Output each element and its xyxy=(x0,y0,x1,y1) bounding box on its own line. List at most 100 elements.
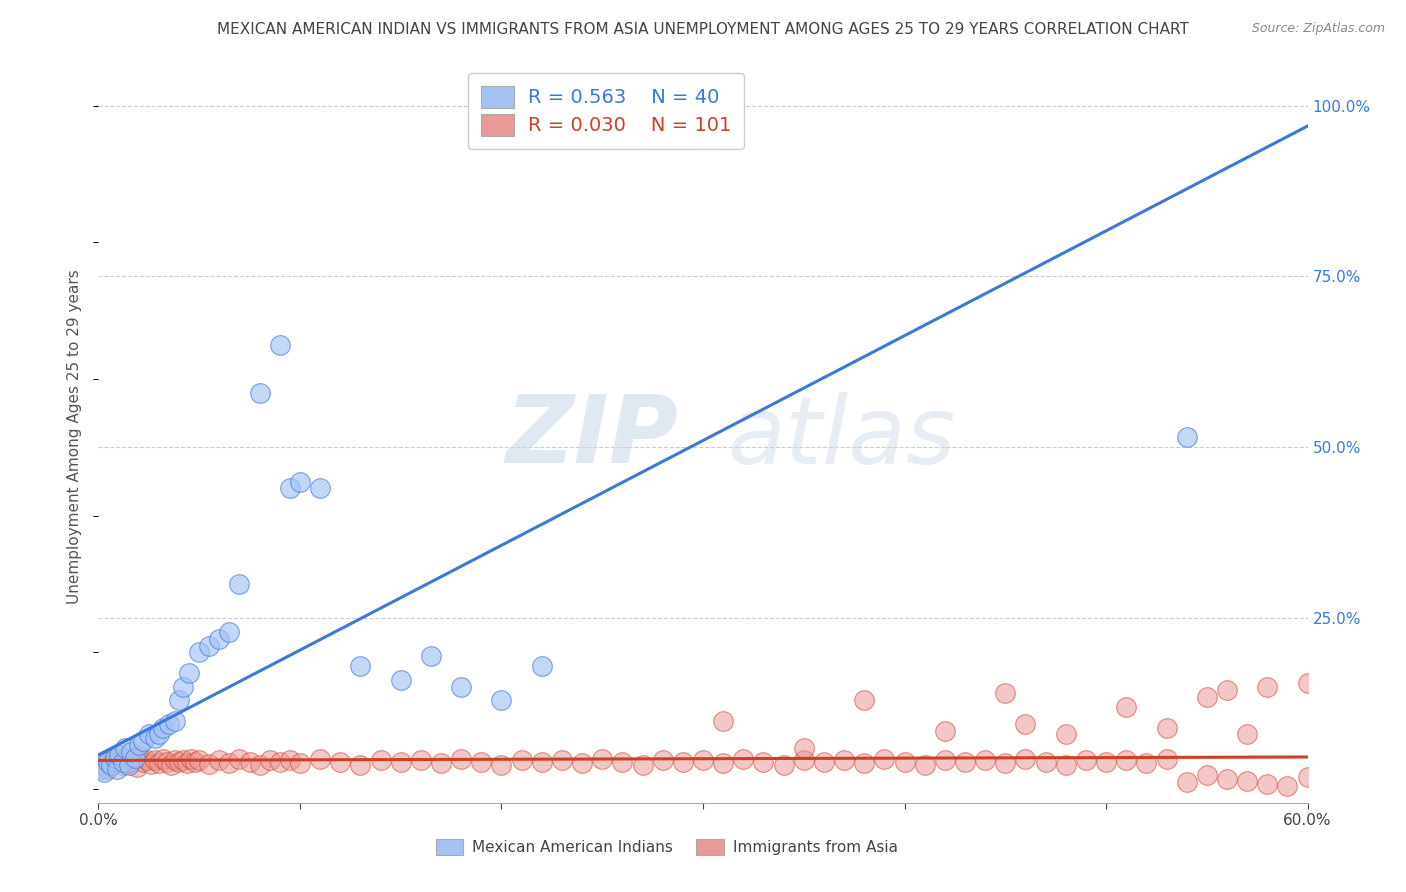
Point xyxy=(430,756,453,771)
Point xyxy=(1236,773,1258,788)
Y-axis label: Unemployment Among Ages 25 to 29 years: Unemployment Among Ages 25 to 29 years xyxy=(67,269,83,605)
Point xyxy=(105,755,128,769)
Point xyxy=(1014,717,1036,731)
Point xyxy=(91,762,114,776)
Point xyxy=(128,738,150,752)
Point xyxy=(1256,680,1278,694)
Point xyxy=(156,755,179,769)
Point xyxy=(420,648,443,663)
Point xyxy=(288,475,311,489)
Point xyxy=(288,756,311,771)
Point xyxy=(1115,700,1137,714)
Point xyxy=(101,751,124,765)
Point xyxy=(1216,683,1239,698)
Text: Source: ZipAtlas.com: Source: ZipAtlas.com xyxy=(1251,22,1385,36)
Point xyxy=(692,753,714,767)
Point xyxy=(278,481,301,495)
Point xyxy=(1256,777,1278,791)
Point xyxy=(309,481,332,495)
Point xyxy=(1014,752,1036,766)
Point xyxy=(218,756,240,771)
Point xyxy=(470,755,492,769)
Point xyxy=(118,758,141,772)
Point xyxy=(329,755,352,769)
Point xyxy=(152,752,174,766)
Point xyxy=(172,680,194,694)
Legend: Mexican American Indians, Immigrants from Asia: Mexican American Indians, Immigrants fro… xyxy=(430,833,904,861)
Point xyxy=(118,755,141,769)
Point xyxy=(711,714,734,728)
Point xyxy=(1095,756,1118,770)
Point xyxy=(105,762,128,776)
Point xyxy=(179,665,201,680)
Point xyxy=(228,752,250,766)
Point xyxy=(97,762,120,776)
Point xyxy=(1296,770,1319,784)
Point xyxy=(994,686,1017,700)
Text: ZIP: ZIP xyxy=(506,391,679,483)
Point xyxy=(103,751,125,765)
Text: MEXICAN AMERICAN INDIAN VS IMMIGRANTS FROM ASIA UNEMPLOYMENT AMONG AGES 25 TO 29: MEXICAN AMERICAN INDIAN VS IMMIGRANTS FR… xyxy=(217,22,1189,37)
Point xyxy=(1195,690,1218,704)
Point xyxy=(120,745,142,759)
Point xyxy=(121,751,143,765)
Point xyxy=(1054,727,1077,741)
Point xyxy=(143,731,166,745)
Point xyxy=(551,753,574,767)
Point xyxy=(167,693,190,707)
Point xyxy=(914,757,936,772)
Point xyxy=(1156,721,1178,735)
Point xyxy=(873,752,896,766)
Point xyxy=(208,632,231,646)
Point xyxy=(651,753,673,767)
Point xyxy=(772,757,794,772)
Point xyxy=(269,756,291,770)
Point xyxy=(239,755,262,769)
Point xyxy=(1156,752,1178,766)
Point xyxy=(138,727,160,741)
Point xyxy=(111,758,134,772)
Point xyxy=(163,753,186,767)
Point xyxy=(107,747,129,762)
Point xyxy=(1175,775,1198,789)
Point xyxy=(163,714,186,728)
Point xyxy=(97,755,120,769)
Point xyxy=(1236,727,1258,741)
Point xyxy=(1195,768,1218,782)
Point xyxy=(172,753,194,767)
Point xyxy=(188,645,211,659)
Point xyxy=(994,756,1017,771)
Point xyxy=(160,757,183,772)
Point xyxy=(530,756,553,770)
Point xyxy=(132,734,155,748)
Point xyxy=(100,758,122,772)
Point xyxy=(107,747,129,762)
Point xyxy=(180,752,202,766)
Point xyxy=(450,752,472,766)
Point xyxy=(893,755,915,769)
Point xyxy=(148,727,170,741)
Point xyxy=(612,755,634,769)
Text: atlas: atlas xyxy=(727,392,956,483)
Point xyxy=(974,753,997,767)
Point xyxy=(218,624,240,639)
Point xyxy=(349,757,371,772)
Point xyxy=(711,756,734,771)
Point xyxy=(93,765,115,780)
Point xyxy=(128,749,150,764)
Point xyxy=(530,659,553,673)
Point xyxy=(450,680,472,694)
Point xyxy=(853,693,876,707)
Point xyxy=(793,741,815,756)
Point xyxy=(135,753,157,767)
Point xyxy=(118,756,141,771)
Point xyxy=(309,752,332,766)
Point xyxy=(1054,757,1077,772)
Point xyxy=(1175,430,1198,444)
Point xyxy=(184,755,207,769)
Point xyxy=(198,639,221,653)
Point xyxy=(510,753,533,767)
Point xyxy=(832,753,855,767)
Point xyxy=(813,756,835,770)
Point xyxy=(114,741,136,756)
